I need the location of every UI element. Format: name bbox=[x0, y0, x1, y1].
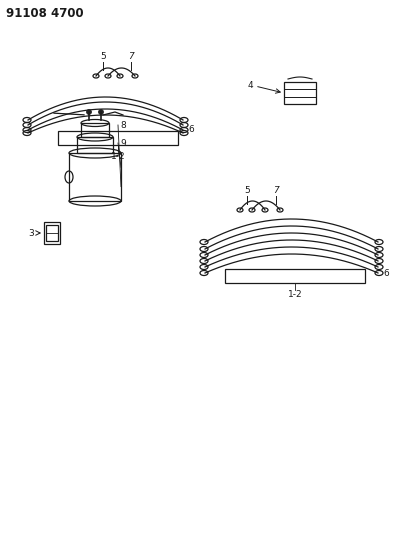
Text: 7: 7 bbox=[128, 52, 134, 61]
Bar bbox=[81, 123, 109, 137]
Text: 6: 6 bbox=[188, 125, 194, 134]
Bar bbox=[58, 131, 178, 145]
Circle shape bbox=[86, 109, 91, 115]
Bar bbox=[69, 153, 121, 201]
Bar bbox=[77, 137, 113, 153]
Text: 6: 6 bbox=[383, 269, 389, 278]
Text: 8: 8 bbox=[120, 120, 126, 130]
Text: 5: 5 bbox=[244, 186, 250, 195]
Text: 1-2: 1-2 bbox=[111, 152, 125, 161]
Text: 4: 4 bbox=[248, 82, 253, 91]
Text: 9: 9 bbox=[120, 139, 126, 148]
Bar bbox=[284, 82, 316, 104]
Bar bbox=[44, 222, 60, 244]
Circle shape bbox=[99, 109, 103, 115]
Text: 7: 7 bbox=[273, 186, 279, 195]
Bar bbox=[46, 225, 58, 241]
Bar bbox=[225, 269, 365, 283]
Text: 3: 3 bbox=[28, 229, 34, 238]
Text: 91108 4700: 91108 4700 bbox=[6, 7, 84, 20]
Text: 5: 5 bbox=[100, 52, 106, 61]
Text: 1-2: 1-2 bbox=[287, 290, 302, 299]
